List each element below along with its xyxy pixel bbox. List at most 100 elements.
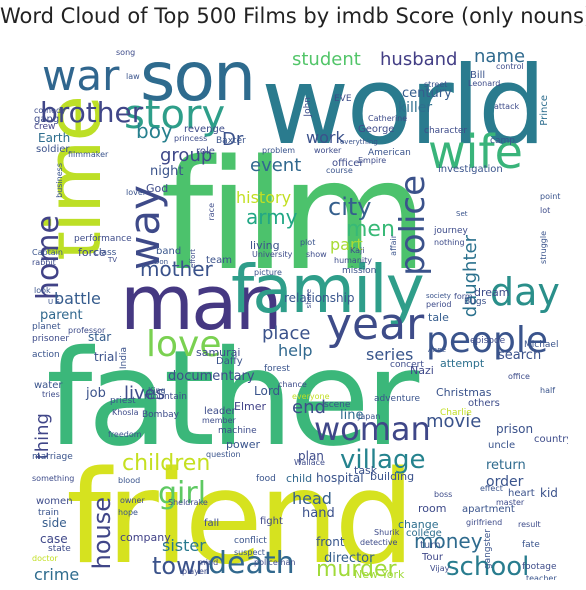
word-Japan: Japan (358, 412, 381, 421)
word-player: player (182, 567, 208, 576)
word-documentary: documentary (168, 369, 255, 384)
word-princess: princess (174, 134, 208, 143)
word-year: year (326, 299, 425, 350)
word-control: control (496, 62, 524, 71)
word-star: star (88, 330, 112, 344)
word-period: period (426, 300, 452, 309)
word-death: death (208, 546, 295, 580)
word-girlfriend: girlfriend (466, 518, 503, 527)
word-money: money (414, 529, 483, 553)
word-men: men (346, 217, 395, 242)
word-picture: picture (254, 268, 282, 277)
word-murder: murder (316, 557, 397, 581)
word-character: character (424, 126, 468, 136)
word-street: street (424, 80, 448, 89)
word-scene: scene (324, 400, 351, 410)
word-George: George (358, 124, 395, 135)
word-movie: movie (426, 411, 482, 432)
word-footage: footage (522, 562, 557, 572)
word-share: share (305, 289, 313, 309)
word-country: country (534, 434, 568, 445)
word-company: company (120, 531, 171, 544)
word-King: King (148, 386, 166, 395)
word-detective: detective (360, 538, 398, 547)
word-TV: TV (108, 256, 118, 264)
word-food: food (256, 474, 276, 484)
word-attack: attack (494, 102, 520, 111)
word-comedy: comedy (34, 106, 66, 115)
word-story: story (124, 92, 226, 138)
word-professor: professor (68, 326, 106, 335)
word-line: line (340, 408, 364, 423)
word-episode: episode (470, 336, 506, 346)
word-Tour: Tour (422, 552, 443, 563)
word-Leonard: Leonard (468, 79, 501, 88)
word-group: group (160, 145, 213, 166)
word-Dr: Dr (222, 129, 244, 150)
word-Nazi: Nazi (410, 364, 434, 377)
word-return: return (486, 458, 526, 473)
word-world: world (261, 44, 546, 169)
word-chance: chance (278, 380, 307, 389)
word-investigation: investigation (438, 164, 503, 175)
word-boss: boss (434, 490, 453, 499)
word-business: business (55, 163, 64, 198)
word-fight: fight (260, 516, 283, 527)
word-living: living (250, 239, 280, 252)
word-affair: affair (389, 235, 398, 256)
word-Lord: Lord (254, 384, 281, 398)
word-Shurik: Shurik (374, 528, 400, 537)
word-case: case (40, 532, 68, 546)
word-Kaji: Kaji (350, 246, 365, 255)
word-form: form (454, 292, 473, 301)
word-team: team (206, 255, 232, 266)
word-trial: trial (94, 350, 118, 364)
word-half: half (540, 386, 556, 395)
word-friend: friend (66, 444, 415, 581)
word-relationship: relationship (284, 291, 355, 305)
word-college: college (406, 528, 442, 539)
word-revenge: revenge (184, 124, 225, 135)
word-problem: problem (262, 146, 296, 155)
word-fate: fate (522, 540, 540, 550)
word-freedom: freedom (108, 430, 142, 439)
word-police: police (393, 175, 433, 276)
word-work: work (306, 128, 345, 147)
word-effort: effort (189, 249, 197, 269)
word-director: director (324, 551, 375, 566)
word-Set: Set (456, 210, 468, 218)
word-Michael: Michael (524, 340, 559, 350)
word-forest: forest (264, 364, 290, 374)
word-Daffy: Daffy (216, 356, 243, 367)
word-series: series (366, 345, 414, 364)
chart-title: Word Cloud of Top 500 Films by imdb Scor… (0, 4, 586, 28)
word-order: order (486, 474, 524, 490)
word-question: question (206, 450, 241, 459)
word-member: member (202, 416, 236, 425)
word-gangster: gangster (483, 529, 493, 570)
word-prison: prison (496, 422, 534, 436)
word-plan: plan (298, 449, 324, 463)
word-job: job (86, 386, 106, 401)
word-end: end (292, 397, 326, 418)
word-change: change (398, 518, 439, 531)
word-boy: boy (136, 119, 173, 143)
word-point: point (540, 192, 561, 201)
word-place: place (262, 323, 311, 344)
word-suspect: suspect (234, 548, 265, 557)
word-Bombay: Bombay (142, 410, 180, 420)
word-turn: turn (420, 540, 441, 551)
word-Empire: Empire (358, 156, 387, 165)
word-samurai: samurai (196, 346, 241, 359)
word-new-york: New York (354, 568, 405, 580)
word-others: others (468, 398, 500, 409)
word-search: search (498, 348, 542, 363)
word-Bugs: Bugs (464, 297, 487, 307)
word-effect: effect (480, 484, 503, 493)
word-blood: blood (118, 476, 141, 485)
word-power: power (226, 438, 260, 451)
word-task: task (354, 464, 378, 477)
word-film: film (160, 127, 428, 304)
word-event: event (250, 155, 302, 176)
word-sister: sister (162, 536, 206, 555)
